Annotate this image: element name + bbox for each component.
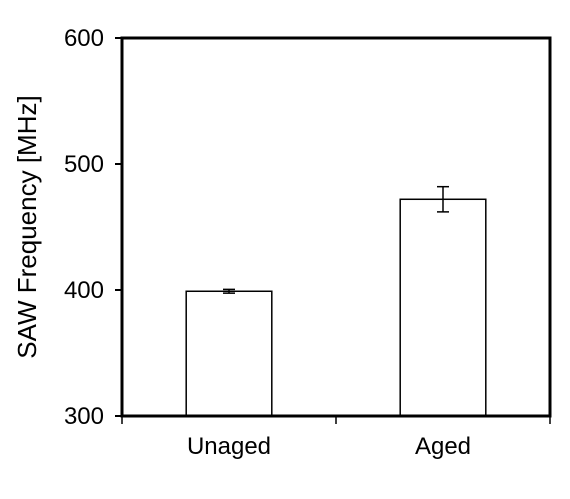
bar-unaged (185, 290, 273, 417)
bars-group (185, 198, 487, 417)
x-tick-label: Unaged (187, 433, 271, 460)
y-tick-label: 300 (64, 403, 104, 430)
y-tick-label: 500 (64, 151, 104, 178)
x-tick-label: Aged (415, 433, 471, 460)
y-tick-label: 600 (64, 25, 104, 52)
y-tick-label: 400 (64, 277, 104, 304)
error-bars-group (223, 185, 449, 294)
bar-aged (399, 198, 487, 417)
y-ticks-group: 300 400 500 600 (64, 25, 122, 430)
y-axis-title: SAW Frequency [MHz] (12, 95, 42, 358)
x-ticks-group: Unaged Aged (121, 416, 551, 460)
